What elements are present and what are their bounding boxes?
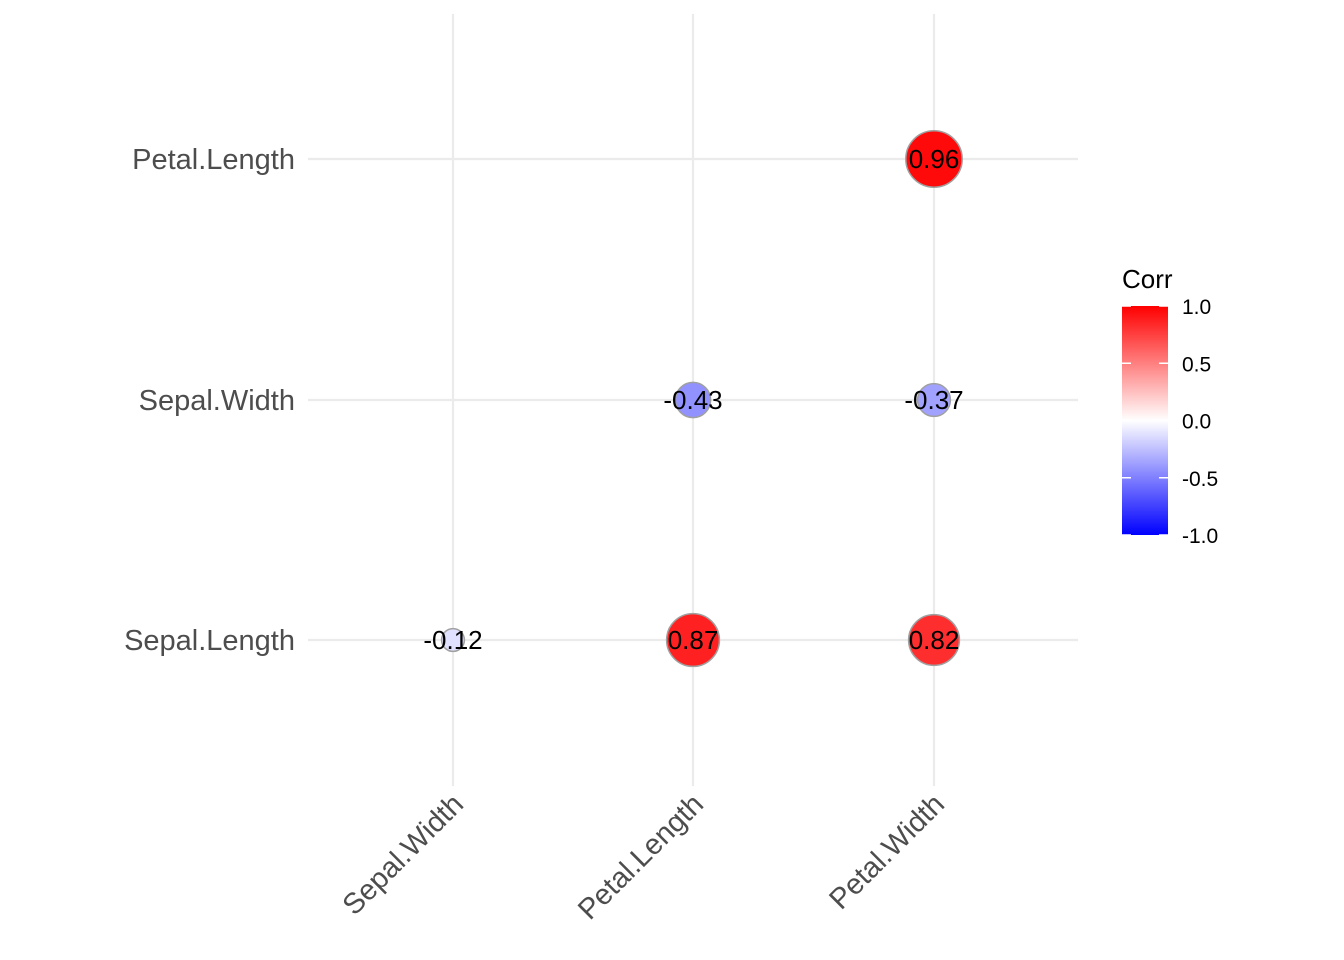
corr-label-petal-length-sepal-length: 0.87 bbox=[668, 625, 719, 655]
legend-title: Corr bbox=[1122, 264, 1173, 294]
y-axis-tick-labels: Sepal.Length Sepal.Width Petal.Length bbox=[124, 144, 295, 657]
legend-tick-label: -1.0 bbox=[1182, 525, 1218, 548]
corr-circle-petal-width-sepal-width bbox=[916, 382, 952, 418]
x-axis-tick-labels: Sepal.Width Petal.Length Petal.Width bbox=[337, 788, 951, 926]
legend-tick-label: 0.5 bbox=[1182, 353, 1211, 376]
corr-label-sepal-width-sepal-length: -0.12 bbox=[423, 625, 482, 655]
corr-label-petal-width-petal-length: 0.96 bbox=[909, 144, 960, 174]
corr-label-petal-width-sepal-length: 0.82 bbox=[909, 625, 960, 655]
color-legend: Corr 1.0 0.5 0.0 -0.5 -1.0 bbox=[1122, 264, 1218, 548]
x-tick-label-sepal-width: Sepal.Width bbox=[337, 788, 470, 921]
x-tick-label-petal-length: Petal.Length bbox=[572, 788, 710, 926]
legend-tick-label: -0.5 bbox=[1182, 468, 1218, 491]
correlation-cells: -0.12 0.87 0.82 -0.43 -0.37 0.96 bbox=[423, 130, 964, 668]
y-tick-label-sepal-width: Sepal.Width bbox=[139, 385, 295, 417]
legend-tick-label: 0.0 bbox=[1182, 411, 1211, 434]
corr-label-petal-length-sepal-width: -0.43 bbox=[663, 385, 722, 415]
y-tick-label-sepal-length: Sepal.Length bbox=[124, 625, 295, 657]
corr-circle-sepal-width-sepal-length bbox=[440, 627, 466, 653]
corr-circle-petal-width-sepal-length bbox=[907, 613, 961, 667]
x-tick-label-petal-width: Petal.Width bbox=[823, 788, 950, 915]
corr-circle-petal-length-sepal-width bbox=[674, 381, 712, 419]
corr-circle-petal-width-petal-length bbox=[905, 130, 963, 188]
corr-circle-petal-length-sepal-length bbox=[665, 612, 721, 668]
legend-tick-label: 1.0 bbox=[1182, 296, 1211, 319]
corr-label-petal-width-sepal-width: -0.37 bbox=[904, 385, 963, 415]
y-tick-label-petal-length: Petal.Length bbox=[132, 144, 295, 176]
